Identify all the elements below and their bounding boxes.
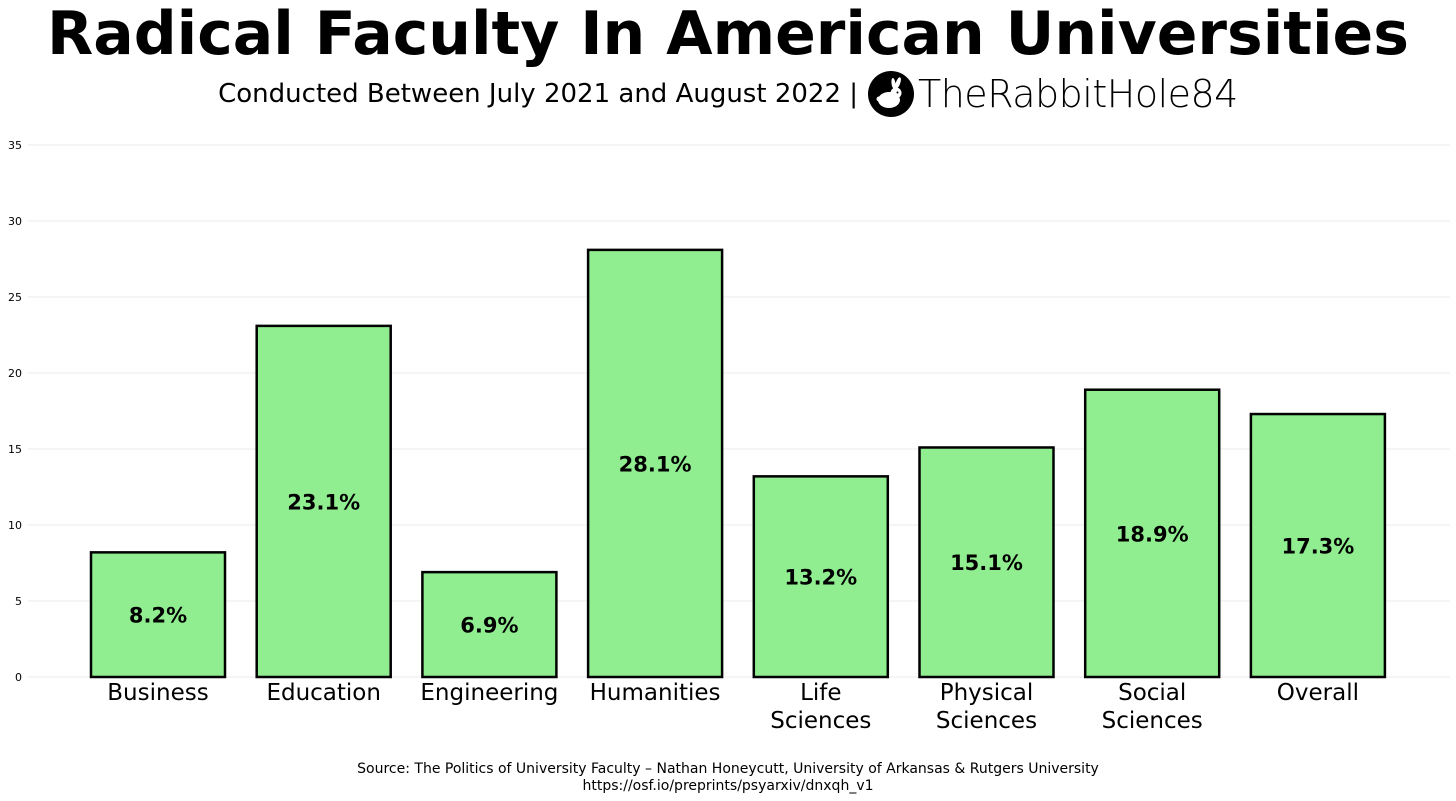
bar [1249,412,1387,679]
y-tick-label: 20 [8,367,22,380]
x-tick-label: Business [107,680,208,706]
gridlines [28,144,1450,678]
bar [421,570,558,679]
bar-chart: 0 5 10 15 20 25 30 35 8.2% 23.1% 6.9% 28.1% 13.2% 15… [8,139,1450,734]
x-tick-label: Overall [1277,680,1359,706]
y-tick-label: 30 [8,215,22,228]
bar-value-label: 17.3% [1281,535,1354,559]
bar-value-labels: 8.2% 23.1% 6.9% 28.1% 13.2% 15.1% 18.9% 17.3% [129,452,1354,637]
y-tick-label: 15 [8,443,22,456]
x-tick-label: Humanities [590,680,721,706]
brand-name: TheRabbitHole84 [918,72,1238,116]
x-tick-label-line: Overall [1277,680,1359,706]
bar [1083,388,1221,679]
y-tick-label: 5 [15,595,22,608]
x-tick-label: Social Sciences [1102,680,1203,734]
bar [918,446,1055,679]
x-tick-label-line: Sciences [1102,708,1203,734]
chart-title: Radical Faculty In American Universities [47,0,1409,69]
bar-value-label: 28.1% [619,452,692,476]
x-tick-label-line: Humanities [590,680,721,706]
source-citation: Source: The Politics of University Facul… [357,761,1099,777]
bar-value-label: 18.9% [1116,522,1189,546]
bar [752,475,890,679]
y-tick-label: 0 [15,671,22,684]
y-tick-label: 25 [8,291,22,304]
bar-value-label: 13.2% [784,566,857,590]
bars [89,248,1387,679]
x-tick-label-line: Education [266,680,381,706]
bar [586,248,724,679]
rabbit-logo-icon [868,71,915,117]
x-tick-label-line: Sciences [936,708,1037,734]
x-tick-label-line: Social [1118,680,1186,706]
y-axis-ticks: 0 5 10 15 20 25 30 35 [8,139,22,684]
x-tick-label: Physical Sciences [936,680,1037,734]
x-tick-label-line: Physical [940,680,1034,706]
y-tick-label: 35 [8,139,22,152]
bar-value-label: 23.1% [287,490,360,514]
subtitle-row: Conducted Between July 2021 and August 2… [0,68,1456,120]
x-tick-label-line: Business [107,680,208,706]
x-axis-labels: Business Education Engineering Humanities Li… [107,680,1359,734]
x-tick-label-line: Engineering [420,680,558,706]
chart-subtitle: Conducted Between July 2021 and August 2… [218,79,859,109]
x-tick-label: Engineering [420,680,558,706]
bar [89,551,227,679]
x-tick-label: Education [266,680,381,706]
y-tick-label: 10 [8,519,22,532]
x-tick-label-line: Sciences [770,708,871,734]
x-tick-label: Life Sciences [770,680,871,734]
bar-value-label: 15.1% [950,551,1023,575]
source-url: https://osf.io/preprints/psyarxiv/dnxqh_… [582,778,874,794]
x-tick-label-line: Life [800,680,841,706]
bar [255,324,392,679]
bar-value-label: 6.9% [460,614,518,638]
bar-value-label: 8.2% [129,604,187,628]
